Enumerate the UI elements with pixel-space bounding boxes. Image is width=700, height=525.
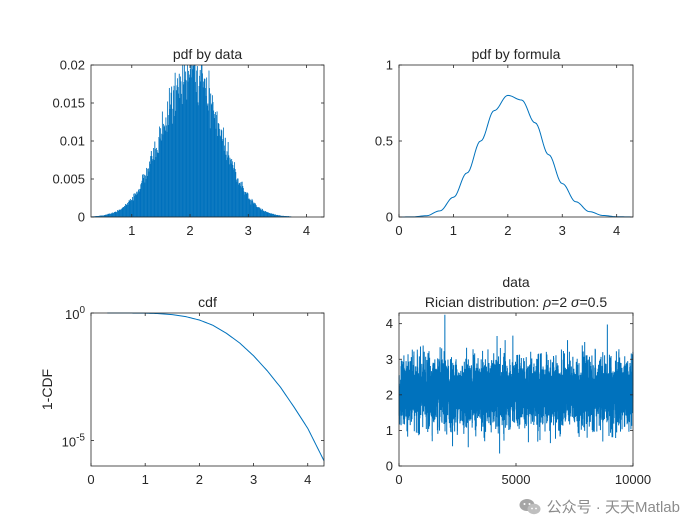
y-tick-label: 0.5	[375, 134, 393, 149]
axes-box	[398, 64, 634, 218]
x-tick-label: 4	[304, 472, 311, 487]
subtitle-prefix: Rician distribution:	[425, 294, 543, 310]
subtitle-rho-symbol: ρ	[542, 294, 551, 310]
x-tick-label: 10000	[615, 472, 651, 487]
pdf-by-formula-panel: 0 1 2 3 4 0 0.5 1 pdf by formula	[375, 46, 634, 238]
y-tick-label: 0	[78, 210, 85, 225]
y-tick-label: 0.015	[52, 96, 85, 111]
watermark-text: 公众号 · 天天Matlab	[546, 499, 680, 516]
x-tick-label: 4	[303, 223, 310, 238]
chart-title: pdf by formula	[472, 46, 561, 62]
y-tick-label: 0.02	[60, 58, 85, 73]
subtitle-sigma-symbol: σ	[571, 294, 580, 310]
y-tick-base: 10	[65, 307, 79, 322]
y-tick-base: 10	[62, 435, 76, 450]
x-tick-label: 0	[395, 223, 402, 238]
pdf-curve	[399, 94, 633, 218]
x-tick-label: 1	[142, 472, 149, 487]
x-tick-label: 1	[450, 223, 457, 238]
x-tick-label: 2	[504, 223, 511, 238]
x-tick-label: 2	[186, 223, 193, 238]
chart-title: data	[502, 274, 529, 290]
data-series	[398, 314, 634, 454]
x-tick-label: 3	[245, 223, 252, 238]
x-tick-label: 0	[87, 472, 94, 487]
x-tick-label: 5000	[502, 472, 531, 487]
x-tick-label: 1	[128, 223, 135, 238]
x-tick-label: 2	[196, 472, 203, 487]
y-tick-label: 0	[386, 210, 393, 225]
x-tick-label: 0	[395, 472, 402, 487]
subtitle-rho-value: =2	[551, 294, 571, 310]
chart-subtitle: Rician distribution: ρ=2 σ=0.5	[425, 294, 607, 310]
cdf-curve	[107, 312, 325, 462]
data-panel: 0 5000 10000 0 1 2 3 4 data Rician distribution: …	[386, 274, 651, 487]
y-tick-label: 0.01	[60, 134, 85, 149]
y-tick-label: 100	[65, 305, 85, 322]
y-tick-label: 0	[386, 459, 393, 474]
y-tick-exponent: -5	[76, 433, 85, 444]
chart-title: pdf by data	[173, 46, 242, 62]
subtitle-sigma-value: =0.5	[579, 294, 607, 310]
y-tick-label: 2	[386, 387, 393, 402]
x-tick-label: 3	[250, 472, 257, 487]
y-tick-label: 1	[386, 423, 393, 438]
y-tick-label: 4	[386, 316, 393, 331]
y-tick-label: 10-5	[62, 433, 86, 450]
x-tick-label: 4	[613, 223, 620, 238]
y-tick-label: 1	[386, 58, 393, 73]
watermark: 公众号 · 天天Matlab	[519, 496, 680, 517]
y-tick-label: 3	[386, 352, 393, 367]
pdf-by-data-panel: 1 2 3 4 0 0.005 0.01 0.015 0.02 pdf by data	[52, 46, 325, 238]
x-tick-label: 3	[559, 223, 566, 238]
wechat-icon	[519, 498, 541, 514]
histogram-bars	[90, 64, 292, 218]
y-axis-label: 1-CDF	[39, 369, 55, 410]
y-tick-exponent: 0	[79, 305, 85, 316]
chart-title: cdf	[198, 294, 217, 310]
y-tick-label: 0.005	[52, 172, 85, 187]
axes-box	[90, 312, 325, 467]
